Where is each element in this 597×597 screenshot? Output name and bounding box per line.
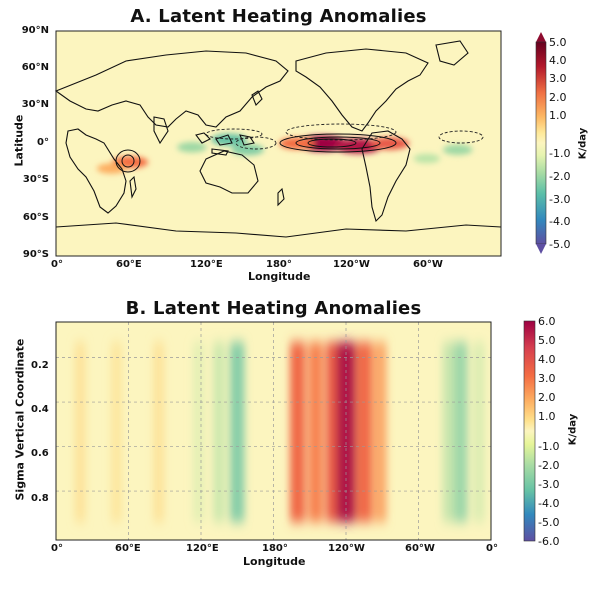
panel-a-ytick: 60°N (21, 62, 49, 73)
panel-b-xtick: 180° (262, 543, 288, 554)
heating-column (442, 342, 455, 522)
panel-b-ylabel: Sigma Vertical Coordinate (13, 338, 27, 501)
panel-b-colorbar-tick: 1.0 (538, 409, 556, 423)
panel-a-ytick: 30°S (22, 174, 49, 185)
panel-b-xtick: 120°E (186, 543, 219, 554)
heating-column (373, 342, 387, 522)
heating-column (473, 342, 485, 522)
panel-a-xtick: 60°E (116, 259, 142, 270)
heating-anomaly (370, 137, 410, 150)
heating-column (356, 342, 372, 522)
panel-b-xtick: 60°E (115, 543, 141, 554)
panel-b-crosssection (55, 321, 492, 541)
coastlines (54, 40, 502, 238)
negative-contours (205, 123, 484, 150)
panel-b-colorbar-tick: 6.0 (538, 315, 556, 328)
panel-b-xlabel: Longitude (243, 555, 306, 568)
panel-b-xtick: 0° (51, 543, 63, 554)
panel-b-ytick: 0.6 (31, 448, 49, 459)
panel-a-colorbar-label: K/day (577, 127, 589, 160)
positive-contours (115, 133, 397, 173)
panel-a-colorbar-tick: 2.0 (549, 90, 567, 104)
panel-b-colorbar-tick: -4.0 (538, 497, 560, 511)
panel-a-colorbar-tick: -5.0 (549, 238, 571, 251)
heating-anomaly (413, 153, 441, 164)
panel-a-xtick: 120°W (333, 259, 370, 270)
panel-b-colorbar-tick: -2.0 (538, 459, 560, 473)
panel-a-colorbar-tick: -4.0 (549, 215, 571, 229)
panel-b-colorbar-tick: 3.0 (538, 371, 556, 385)
heating-column (230, 342, 245, 522)
panel-a-map (54, 30, 502, 257)
heating-column (290, 342, 306, 522)
heating-anomaly (211, 133, 248, 146)
panel-a-colorbar-tick: -1.0 (549, 147, 571, 161)
heating-column (453, 342, 468, 522)
panel-b-colorbar-tick: -5.0 (538, 516, 560, 530)
panel-a-colorbar-tick: -3.0 (549, 192, 571, 206)
panel-a-ytick: 90°S (22, 249, 49, 260)
panel-a-xlabel: Longitude (248, 270, 311, 283)
panel-b-colorbar (523, 320, 536, 542)
panel-b-xtick: 0° (486, 543, 498, 554)
panel-b-colorbar-tick: 4.0 (538, 352, 556, 366)
heating-anomaly (442, 144, 473, 155)
heating-column (153, 342, 165, 522)
heating-column (213, 342, 226, 522)
panel-a-ytick: 0° (37, 137, 49, 148)
panel-a-xtick: 180° (266, 259, 292, 270)
panel-b-ytick: 0.8 (31, 493, 49, 504)
panel-b-colorbar-tick: 5.0 (538, 333, 556, 347)
heating-column (308, 342, 324, 522)
panel-a-ylabel: Latitude (12, 114, 26, 167)
panel-a-colorbar (535, 32, 547, 254)
panel-b-ytick: 0.2 (31, 360, 49, 371)
heating-anomaly (177, 142, 207, 153)
panel-a-xtick: 60°W (413, 259, 443, 270)
panel-a-xtick: 0° (51, 259, 63, 270)
panel-a-ytick: 60°S (22, 212, 49, 223)
panel-b-xtick: 120°W (328, 543, 365, 554)
panel-b-colorbar-tick: -6.0 (538, 535, 560, 548)
panel-a-ytick: 90°N (21, 25, 49, 36)
panel-a-colorbar-tick: 4.0 (549, 54, 567, 68)
panel-a-xtick: 120°E (190, 259, 223, 270)
panel-b-colorbar-label: K/day (567, 413, 579, 446)
panel-a-colorbar-tick: -2.0 (549, 169, 571, 183)
panel-a-ytick: 30°N (21, 99, 49, 110)
panel-a-colorbar-tick: 3.0 (549, 72, 567, 86)
heating-anomaly (231, 144, 264, 156)
heating-column (110, 342, 122, 522)
panel-a-colorbar-tick: 5.0 (549, 36, 567, 49)
heating-column (192, 342, 205, 522)
heating-column (74, 342, 86, 522)
panel-b-ytick: 0.4 (31, 404, 49, 415)
panel-b-colorbar-tick: 2.0 (538, 390, 556, 404)
panel-b-xtick: 60°W (405, 543, 435, 554)
panel-b-colorbar-tick: -3.0 (538, 478, 560, 492)
panel-a-colorbar-tick: 1.0 (549, 108, 567, 122)
panel-a-title: A. Latent Heating Anomalies (130, 6, 427, 27)
panel-b-colorbar-tick: -1.0 (538, 440, 560, 454)
panel-b-title: B. Latent Heating Anomalies (125, 298, 422, 319)
